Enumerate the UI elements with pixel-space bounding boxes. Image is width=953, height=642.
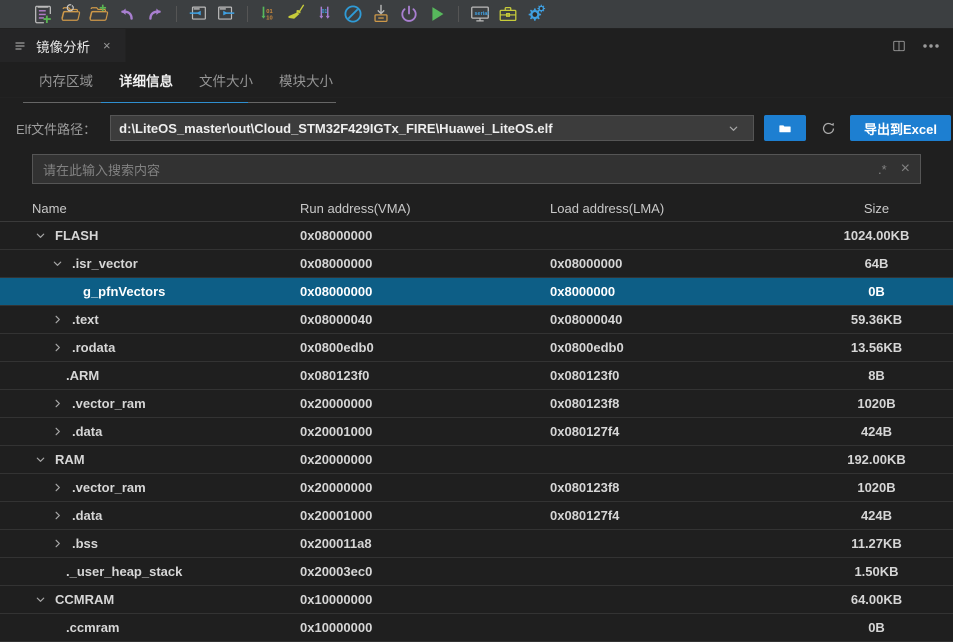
svg-text:01: 01 xyxy=(322,9,328,15)
svg-text:01: 01 xyxy=(266,9,273,15)
svg-text:10: 10 xyxy=(266,16,272,22)
svg-text:serial: serial xyxy=(475,11,490,17)
